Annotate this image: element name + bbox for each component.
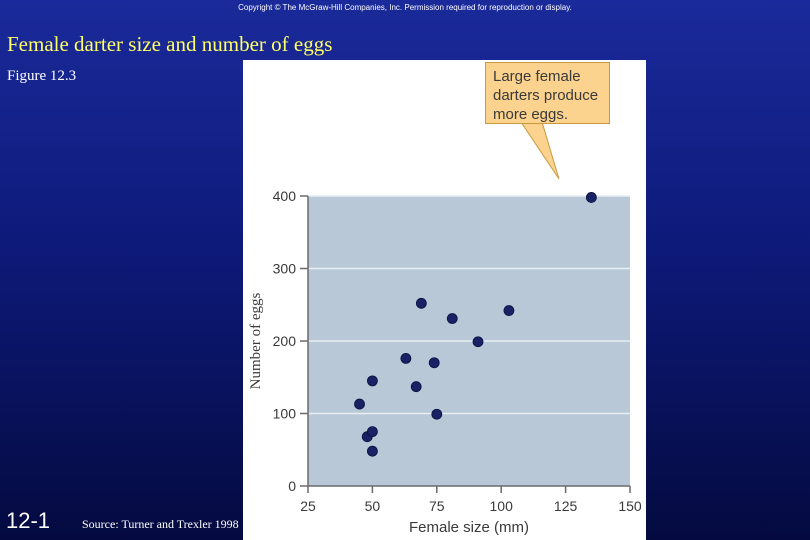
data-point [472, 336, 484, 348]
data-point [431, 408, 443, 420]
data-point [354, 398, 365, 410]
axis-ticks: 0 100 200 300 400 25 50 75 100 125 150 [273, 188, 642, 514]
x-tick-label: 100 [490, 498, 514, 514]
data-points [354, 192, 597, 457]
data-point [366, 445, 378, 457]
data-point [366, 426, 378, 438]
callout-box: Large female darters produce more eggs. [485, 62, 610, 124]
y-tick-label: 300 [273, 261, 297, 277]
scatter-chart: 0 100 200 300 400 25 50 75 100 125 150 Female size… [248, 121, 642, 536]
data-point [428, 357, 440, 369]
x-tick-label: 25 [300, 498, 316, 514]
y-axis-label: Number of eggs [248, 293, 264, 390]
y-tick-label: 0 [288, 478, 296, 494]
grid-lines [308, 195, 630, 415]
callout-line-2: darters produce [493, 87, 599, 104]
data-point [446, 313, 458, 324]
data-point [366, 375, 378, 387]
y-tick-label: 400 [273, 188, 297, 204]
data-point [585, 192, 597, 203]
slide-title: Female darter size and number of eggs [7, 32, 333, 56]
figure-panel: 0 100 200 300 400 25 50 75 100 125 150 Female size… [243, 60, 646, 540]
data-point [400, 352, 412, 364]
callout-line-1: Large female [493, 68, 581, 85]
x-tick-label: 50 [365, 498, 381, 514]
x-tick-label: 125 [554, 498, 578, 514]
figure-label: Figure 12.3 [7, 68, 77, 84]
slide-number: 12-1 [6, 508, 51, 533]
callout-line-3: more eggs. [493, 106, 569, 123]
x-tick-label: 150 [618, 498, 642, 514]
x-axis-label: Female size (mm) [409, 519, 529, 536]
source-citation: Source: Turner and Trexler 1998 [82, 517, 239, 531]
data-point [503, 305, 515, 316]
callout-pointer [520, 121, 560, 180]
copyright-notice: Copyright © The McGraw-Hill Companies, I… [238, 3, 572, 12]
y-tick-label: 100 [273, 406, 297, 422]
x-tick-label: 75 [429, 498, 445, 514]
y-tick-label: 200 [273, 333, 297, 349]
data-point [415, 297, 427, 309]
data-point [410, 381, 422, 393]
